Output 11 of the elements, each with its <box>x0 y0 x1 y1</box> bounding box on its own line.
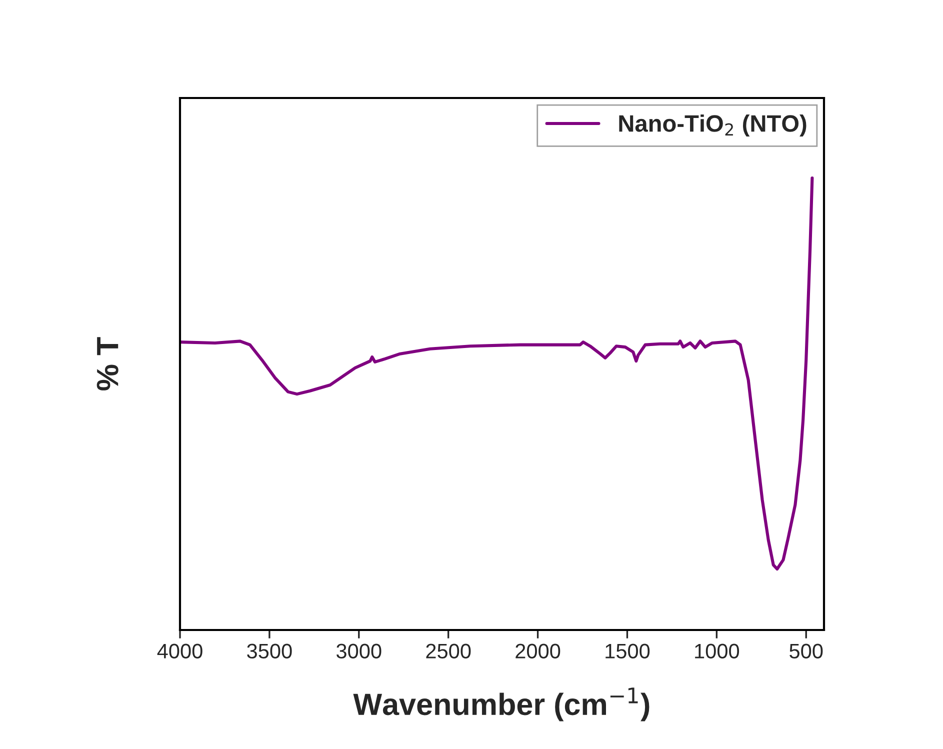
y-axis-title: % T <box>96 337 118 390</box>
x-tick-label: 2000 <box>516 644 560 658</box>
x-tick-label: 500 <box>790 644 823 658</box>
x-axis-title: Wavenumber (cm$^{−1}$) <box>353 688 650 722</box>
x-tick-label: 1500 <box>606 644 650 658</box>
x-tick-label: 3000 <box>336 644 382 658</box>
x-tick-label: 1000 <box>695 644 740 658</box>
x-tick-label: 3500 <box>247 644 292 658</box>
legend-label: Nano-TiO$_{2}$ (NTO) <box>619 114 806 137</box>
x-tick-label: 2500 <box>426 644 471 658</box>
x-tick-label: 4000 <box>157 644 202 658</box>
